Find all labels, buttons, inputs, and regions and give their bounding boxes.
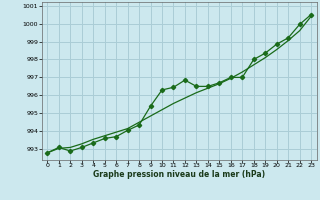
X-axis label: Graphe pression niveau de la mer (hPa): Graphe pression niveau de la mer (hPa) bbox=[93, 170, 265, 179]
